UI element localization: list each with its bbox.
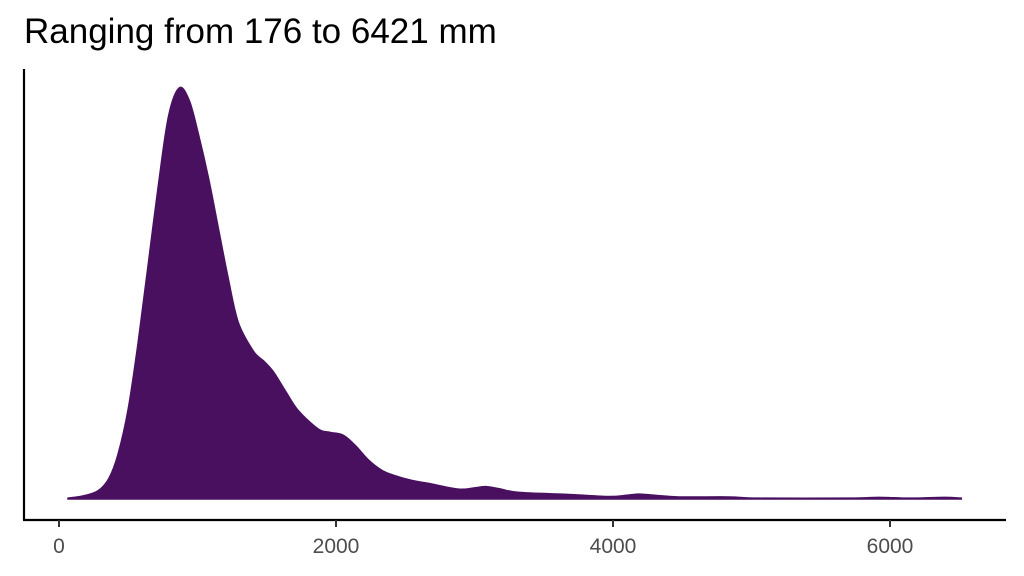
x-tick-label: 0 — [53, 535, 65, 558]
density-area-group — [67, 86, 963, 500]
x-axis-ticks: 0 2000 4000 6000 — [53, 520, 913, 558]
chart-title: Ranging from 176 to 6421 mm — [24, 12, 497, 51]
x-tick-label: 6000 — [867, 535, 914, 558]
x-tick-label: 2000 — [313, 535, 360, 558]
density-area — [67, 86, 963, 500]
x-tick-label: 4000 — [590, 535, 637, 558]
